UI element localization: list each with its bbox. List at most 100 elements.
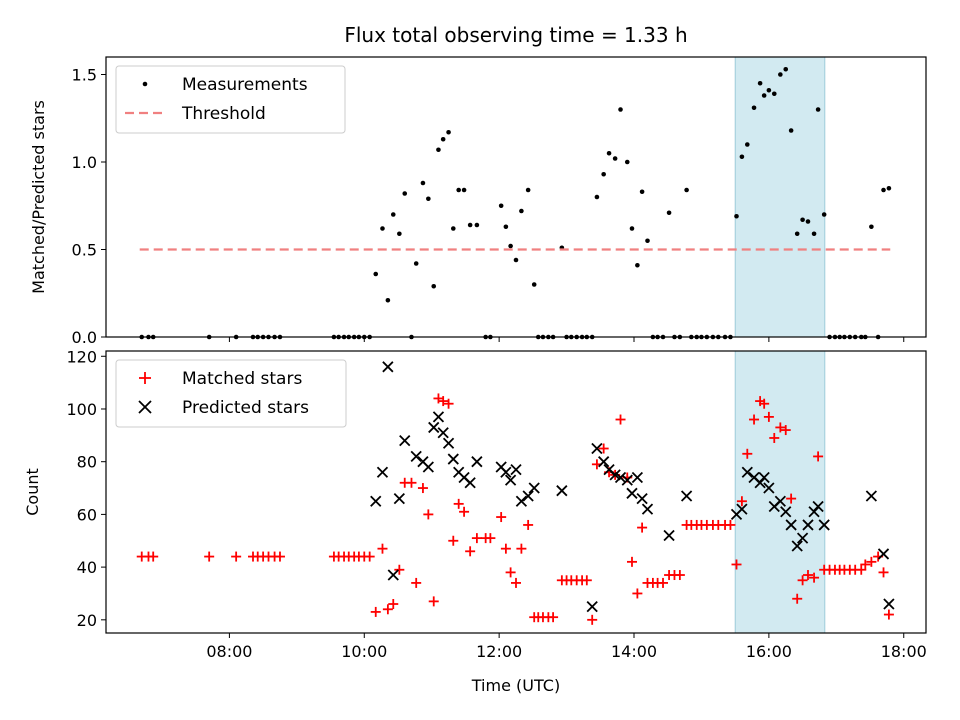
x-tick-label: 12:00 xyxy=(476,642,522,661)
legend-top: Measurements Threshold xyxy=(115,65,346,134)
data-point xyxy=(725,519,736,530)
data-point xyxy=(759,398,770,409)
data-point xyxy=(780,425,791,436)
data-point xyxy=(780,506,792,518)
data-point xyxy=(531,282,537,287)
data-point xyxy=(815,107,821,112)
data-point xyxy=(645,238,650,244)
data-point xyxy=(632,588,643,599)
grid-layer-bottom xyxy=(136,361,895,625)
data-point xyxy=(504,474,517,486)
data-point xyxy=(612,156,618,161)
data-point xyxy=(778,72,783,77)
data-point xyxy=(393,492,405,505)
data-point xyxy=(621,474,633,486)
legend-box xyxy=(115,65,346,134)
data-point xyxy=(674,570,685,581)
data-point xyxy=(522,490,534,502)
data-point xyxy=(800,217,805,223)
data-point xyxy=(663,529,675,542)
legend-entry: Predicted stars xyxy=(138,398,309,418)
data-point xyxy=(766,87,772,93)
data-point xyxy=(498,203,504,209)
highlight-span-top xyxy=(734,56,826,338)
x-tick-label: 14:00 xyxy=(611,642,657,661)
data-point xyxy=(601,171,606,177)
grid-layer-top xyxy=(139,66,892,340)
panel-counts: 20 40 60 80 100 120 08:00 10:00 12:00 14:00 16:00… xyxy=(23,347,927,661)
data-point xyxy=(785,519,797,531)
data-point xyxy=(428,596,439,607)
data-point xyxy=(394,564,405,575)
x-axis-label: Time (UTC) xyxy=(471,676,560,695)
x-tick-label: 16:00 xyxy=(746,642,792,661)
data-point xyxy=(865,490,878,502)
data-point xyxy=(877,548,890,560)
data-point xyxy=(609,469,621,481)
data-point xyxy=(505,567,516,578)
data-point xyxy=(380,226,385,231)
legend-entry: Threshold xyxy=(125,104,266,124)
data-point xyxy=(883,598,895,610)
data-point xyxy=(465,546,476,557)
data-point xyxy=(658,577,669,588)
axes-frame-bottom xyxy=(105,350,927,634)
x-tick-label: 18:00 xyxy=(881,642,927,661)
data-point xyxy=(598,456,610,468)
data-point xyxy=(749,414,760,425)
data-point xyxy=(428,421,440,434)
data-point xyxy=(432,411,445,423)
data-point xyxy=(629,226,635,231)
data-point xyxy=(771,91,777,97)
y-tick-label: 120 xyxy=(66,347,97,366)
data-point xyxy=(437,427,449,439)
data-point xyxy=(496,512,507,523)
data-point xyxy=(736,496,747,507)
y-tick-label: 1.5 xyxy=(72,66,97,85)
legend-label: Measurements xyxy=(182,75,308,95)
data-point xyxy=(618,107,623,112)
legend-label: Threshold xyxy=(181,104,266,124)
data-point xyxy=(758,471,770,484)
data-point xyxy=(528,482,540,494)
legend-swatch xyxy=(139,372,151,384)
data-point xyxy=(775,422,786,433)
data-point xyxy=(503,224,509,230)
data-point xyxy=(453,498,464,509)
x-ticks-bottom: 08:00 10:00 12:00 14:00 16:00 18:00 xyxy=(206,633,927,661)
legend-bottom: Matched stars Predicted stars xyxy=(115,359,347,428)
data-point xyxy=(591,442,603,455)
data-point xyxy=(786,493,797,504)
data-point xyxy=(813,451,824,462)
data-point xyxy=(370,606,381,617)
data-point xyxy=(388,599,399,610)
data-point xyxy=(373,271,379,277)
data-point xyxy=(736,503,748,515)
data-point xyxy=(370,495,382,507)
data-point xyxy=(456,187,461,193)
data-point xyxy=(471,456,483,468)
data-point xyxy=(615,414,626,425)
data-point xyxy=(459,506,470,517)
data-point xyxy=(204,551,215,562)
data-point xyxy=(742,448,753,459)
data-point xyxy=(586,601,598,613)
data-point xyxy=(757,80,763,86)
data-point xyxy=(802,519,814,531)
data-point xyxy=(769,432,780,443)
data-point xyxy=(411,577,422,588)
legend-box xyxy=(115,359,347,428)
data-point xyxy=(641,503,654,515)
data-point xyxy=(231,551,242,562)
data-point xyxy=(274,551,285,562)
data-point xyxy=(763,411,774,422)
y-ticks-top: 0.0 0.5 1.0 1.5 xyxy=(72,66,106,347)
data-point xyxy=(382,361,394,373)
x-tick-label: 10:00 xyxy=(341,642,387,661)
data-point xyxy=(797,575,808,586)
data-point xyxy=(426,196,431,202)
series-predicted-stars xyxy=(370,361,895,613)
data-point xyxy=(821,212,827,217)
data-point xyxy=(450,226,456,231)
data-point xyxy=(402,191,408,196)
